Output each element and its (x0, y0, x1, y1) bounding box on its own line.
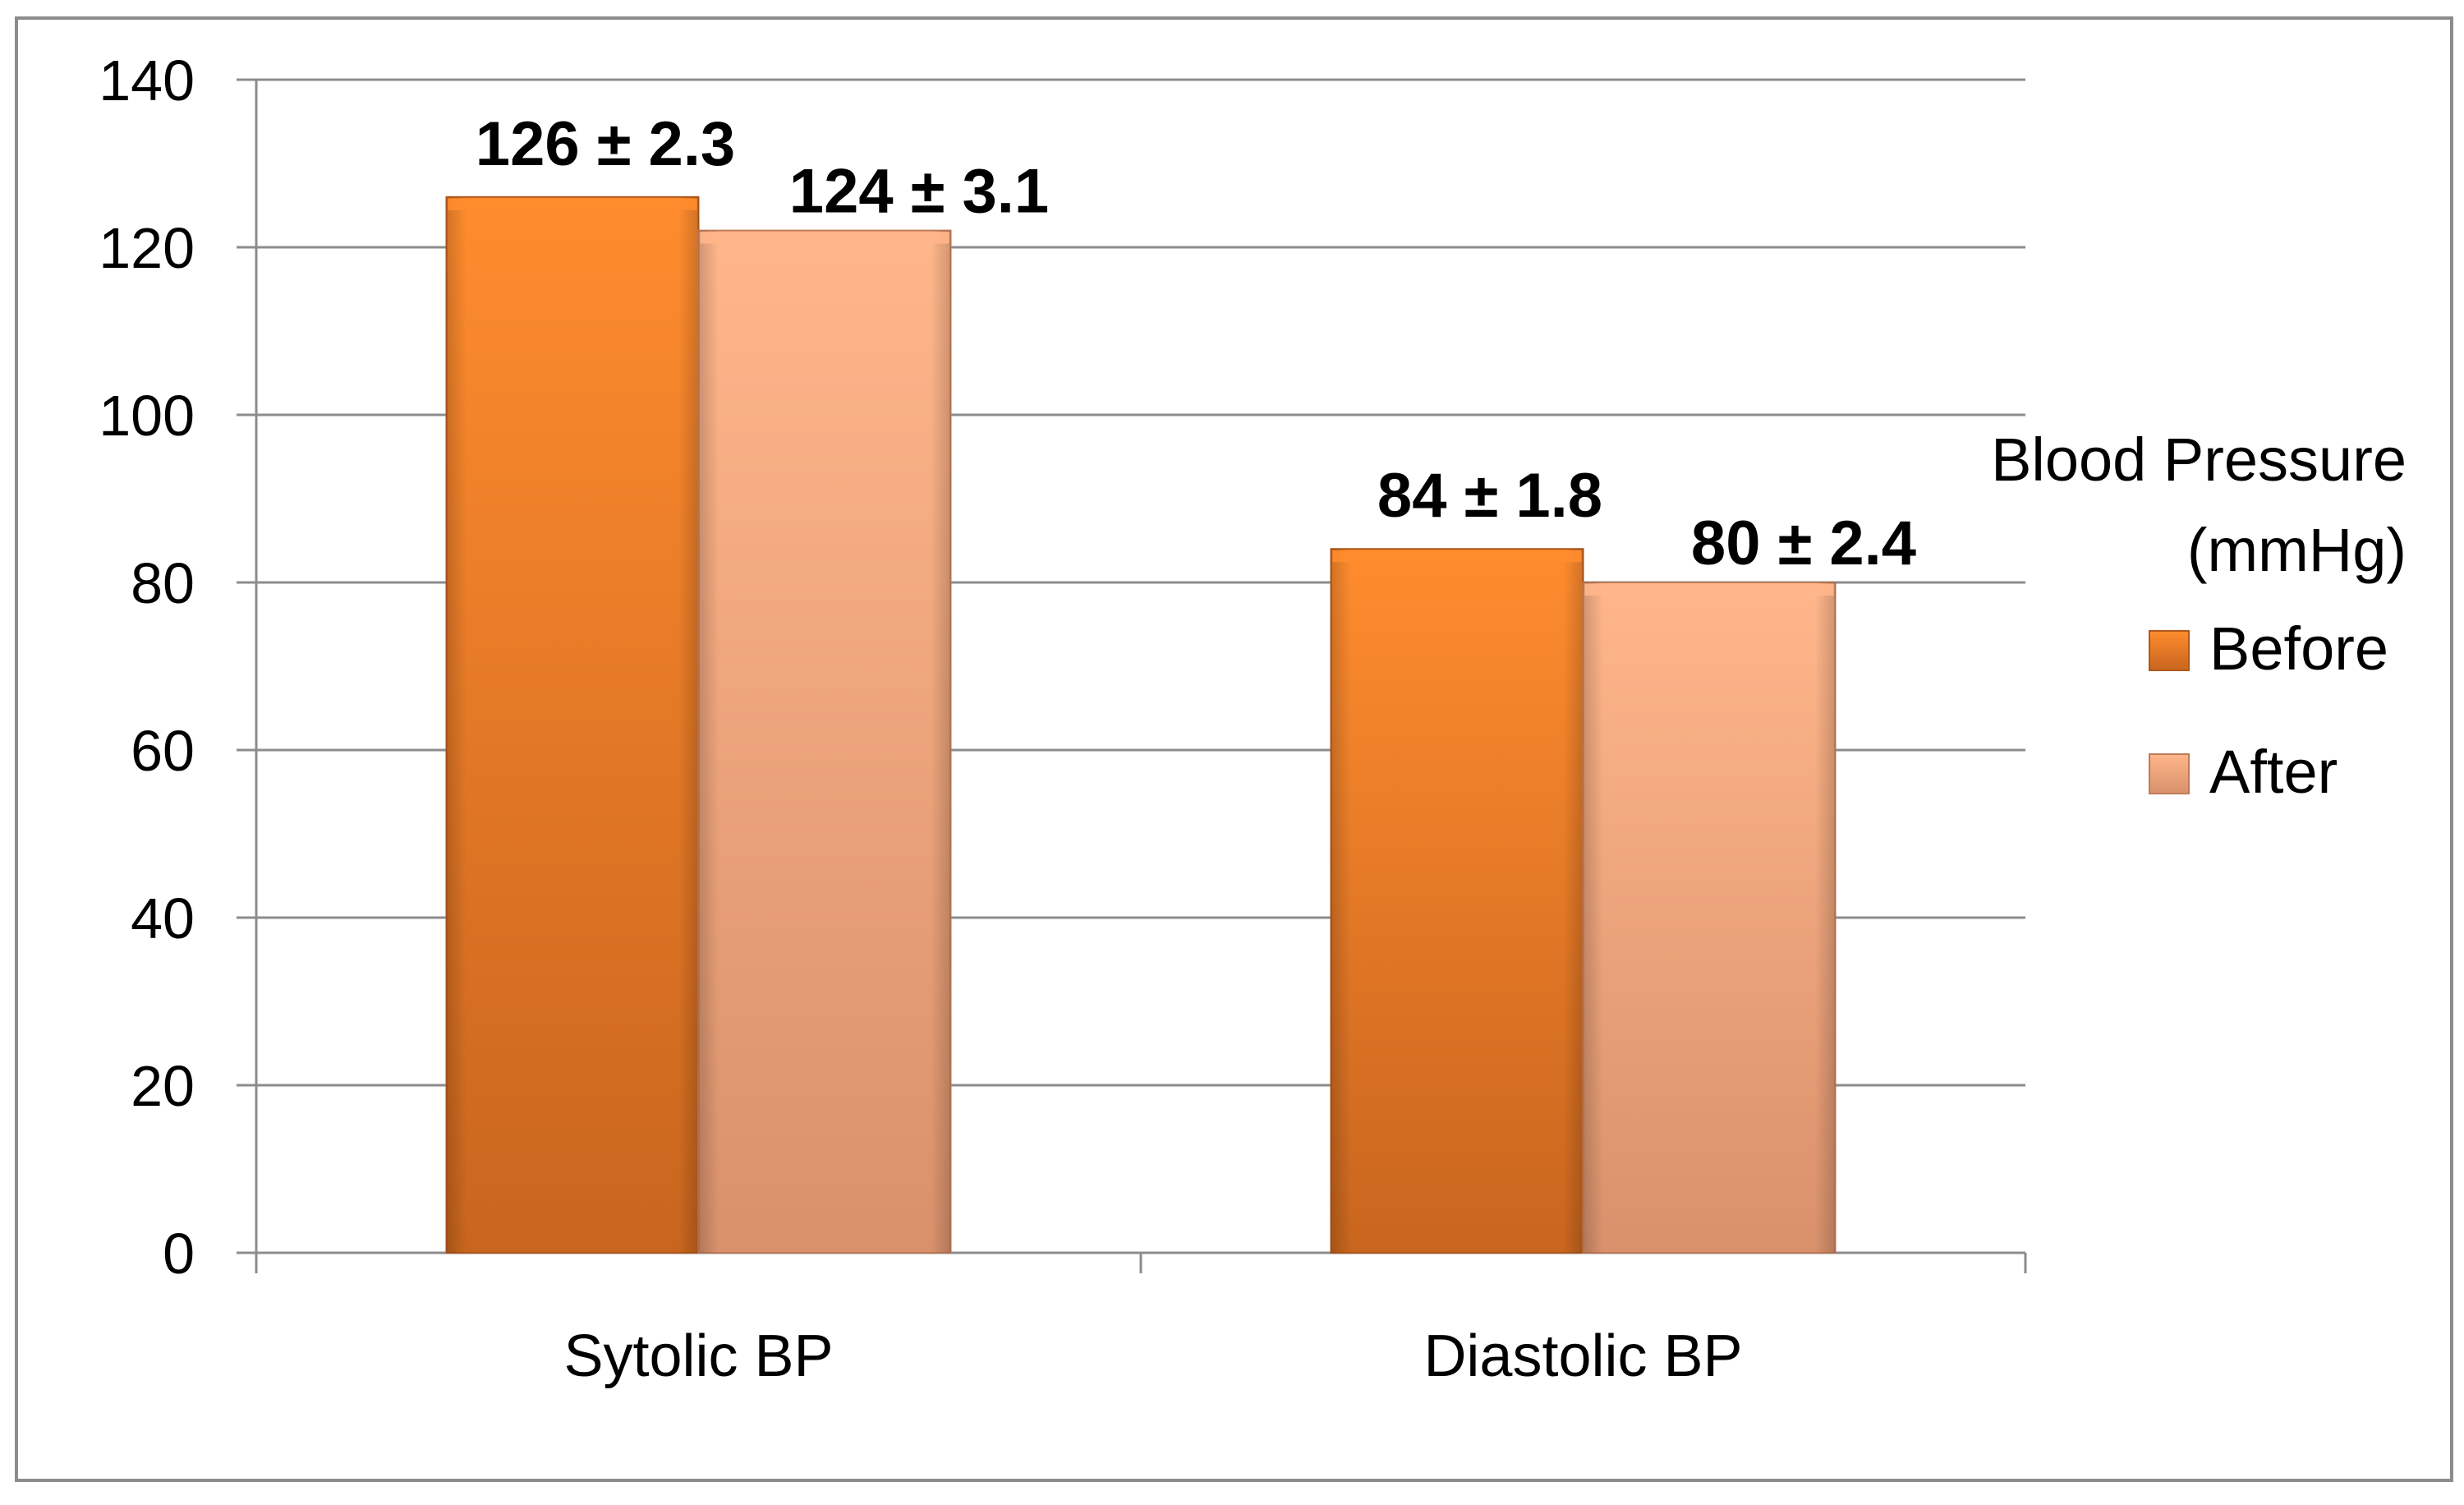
bar-top-bevel (448, 198, 697, 210)
bar-shade (1331, 549, 1584, 1253)
y-tick-label: 100 (99, 384, 195, 448)
y-tick-label: 120 (99, 216, 195, 280)
bars (445, 196, 1837, 1254)
bar-shade (1583, 582, 1836, 1253)
legend-swatch-after (2149, 753, 2190, 794)
y-tick-label: 80 (131, 551, 195, 615)
data-label: 126 ± 2.3 (476, 109, 735, 179)
data-label: 124 ± 3.1 (789, 157, 1049, 227)
legend-title-line-2: (mmHg) (2187, 516, 2407, 584)
legend-label-before: Before (2209, 614, 2388, 683)
bar-shade (698, 230, 951, 1254)
bar-top-bevel (700, 232, 949, 244)
y-tick-label: 60 (131, 719, 195, 783)
bar-top-bevel (1332, 550, 1582, 563)
data-label: 80 ± 2.4 (1691, 509, 1916, 578)
y-tick-label: 140 (99, 48, 195, 113)
y-tick-label: 40 (131, 886, 195, 950)
bar-shade (446, 196, 699, 1253)
legend-swatch-before (2149, 630, 2190, 671)
legend: Blood Pressure (mmHg) Before After (1991, 426, 2407, 806)
x-category-label: Diastolic BP (1423, 1323, 1742, 1389)
y-tick-label: 20 (131, 1054, 195, 1118)
bar-top-bevel (1584, 584, 1834, 596)
legend-item-before: Before (2149, 614, 2388, 683)
x-category-label: Sytolic BP (563, 1323, 833, 1389)
legend-label-after: After (2209, 738, 2338, 806)
y-tick-label: 0 (163, 1222, 195, 1286)
data-label: 84 ± 1.8 (1377, 461, 1602, 531)
legend-item-after: After (2149, 738, 2338, 806)
legend-title-line-1: Blood Pressure (1991, 426, 2407, 494)
axes: 0 20 40 60 80 100 120 140 Sytolic BP Diastolic BP (99, 48, 2027, 1389)
data-labels: 126 ± 2.3 124 ± 3.1 84 ± 1.8 80 ± 2.4 (476, 109, 1916, 578)
